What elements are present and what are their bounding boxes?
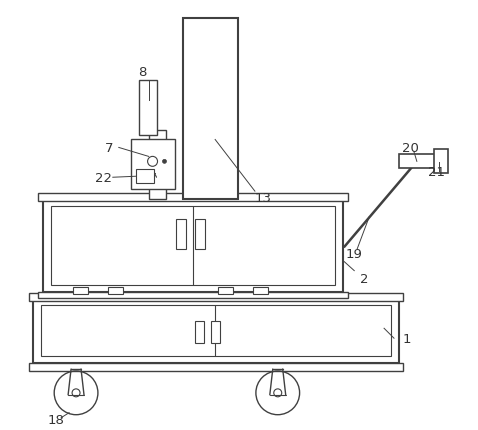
Bar (399, 155, 439, 169)
Bar (29, 294, 403, 302)
Bar (33, 299, 399, 363)
Text: 19: 19 (346, 248, 363, 261)
Bar (196, 322, 204, 344)
Bar (38, 292, 348, 299)
Text: 2: 2 (360, 273, 369, 286)
Bar (139, 81, 156, 135)
Bar (253, 287, 268, 295)
Bar (218, 287, 233, 295)
Bar (211, 322, 220, 344)
Bar (176, 219, 186, 249)
Text: 13: 13 (254, 191, 272, 204)
Circle shape (163, 160, 166, 164)
Bar (196, 219, 205, 249)
Bar (73, 287, 88, 295)
Bar (108, 287, 123, 295)
Bar (184, 19, 238, 200)
Bar (29, 363, 403, 371)
Bar (38, 194, 348, 202)
Bar (136, 170, 153, 184)
Bar (41, 306, 391, 356)
Bar (149, 130, 166, 200)
Bar (51, 206, 336, 285)
Text: 21: 21 (428, 166, 445, 178)
Text: 7: 7 (105, 141, 113, 154)
Text: 20: 20 (402, 141, 419, 154)
Bar (130, 140, 175, 190)
Text: 18: 18 (48, 413, 65, 426)
Text: 8: 8 (139, 66, 147, 79)
Bar (43, 200, 343, 292)
Text: 1: 1 (402, 332, 411, 345)
Bar (434, 150, 447, 174)
Text: 22: 22 (96, 171, 112, 184)
